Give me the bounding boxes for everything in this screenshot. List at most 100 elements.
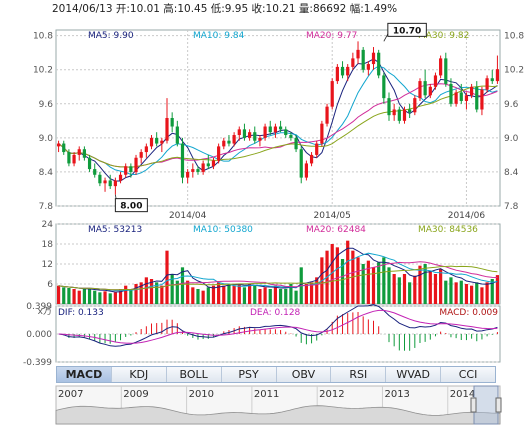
timeline-year-label: 2013 [384, 389, 409, 400]
candle-body [191, 169, 195, 172]
candle-body [423, 81, 427, 96]
volume-bar [340, 259, 345, 304]
candle-body [165, 118, 169, 141]
volume-bar [242, 287, 247, 304]
volume-bar [134, 284, 138, 304]
volume-bar [211, 285, 216, 304]
candle [397, 106, 401, 124]
candle [340, 61, 345, 79]
candle [134, 154, 138, 175]
volume-bar [56, 285, 61, 304]
candle-body [217, 146, 221, 161]
timeline-left-handle[interactable] [470, 397, 477, 413]
volume-bar [335, 247, 339, 304]
tab-psy[interactable]: PSY [221, 367, 277, 382]
candle [454, 89, 458, 107]
candle [67, 149, 71, 167]
candle [428, 83, 432, 99]
candle [278, 120, 283, 133]
volume-bar [402, 274, 407, 304]
price-annotation-box [387, 22, 427, 37]
tab-rsi[interactable]: RSI [331, 367, 387, 382]
candle-body [387, 98, 391, 116]
candle [299, 146, 303, 184]
candle [180, 137, 185, 184]
volume-bar [315, 277, 319, 304]
candle [289, 132, 293, 141]
price-tick-right: 10.2 [504, 66, 524, 76]
candle-body [253, 132, 257, 141]
candle [315, 140, 319, 158]
tab-macd[interactable]: MACD [57, 367, 112, 382]
candle-body [93, 169, 97, 175]
candle-body [149, 137, 154, 147]
timeline-range-selector [473, 385, 499, 425]
candle [449, 78, 453, 107]
volume-bar [62, 287, 66, 304]
volume-bar [103, 291, 107, 304]
tab-boll[interactable]: BOLL [166, 367, 222, 382]
candle-body [402, 109, 407, 121]
candle [139, 149, 143, 164]
volume-bar [196, 289, 200, 304]
candle-body [490, 78, 494, 82]
price-ma10-line [58, 65, 498, 175]
volume-bar [392, 274, 396, 304]
candle [144, 143, 148, 158]
volume-bar [418, 265, 422, 304]
candle-body [263, 126, 267, 138]
volume-bar [118, 289, 123, 304]
candle [444, 52, 448, 87]
date-tick: 2014/05 [314, 211, 351, 221]
volume-bar [495, 275, 500, 304]
candle-body [485, 78, 489, 90]
candle [294, 135, 298, 153]
candle-body [103, 180, 107, 184]
volume-bar [268, 289, 272, 304]
volume-bar [433, 274, 438, 304]
candle-body [366, 64, 370, 70]
candle [470, 83, 474, 99]
volume-bar [273, 285, 278, 304]
chart-header-quote: 2014/06/13 开:10.01 高:10.45 低:9.95 收:10.2… [52, 2, 397, 15]
candle-body [330, 81, 334, 107]
candle [387, 92, 391, 121]
volume-bar [186, 280, 190, 304]
volume-bar [82, 289, 86, 304]
volume-bar [217, 282, 221, 304]
volume-bar [439, 269, 443, 304]
candle [371, 47, 376, 70]
candle [439, 55, 443, 79]
volume-bar [124, 285, 128, 304]
price-legend-ma20: MA20: 9.77 [306, 31, 357, 41]
date-tick: 2014/06 [448, 211, 486, 221]
candle [284, 126, 288, 138]
tab-cci[interactable]: CCI [441, 367, 495, 382]
tab-obv[interactable]: OBV [276, 367, 332, 382]
candle [165, 98, 169, 144]
candle-body [248, 132, 252, 138]
candle-body [325, 106, 329, 124]
volume-bar [87, 288, 92, 304]
candle [98, 171, 102, 187]
tab-wvad[interactable]: WVAD [386, 367, 442, 382]
volume-bar [459, 280, 463, 304]
candle-body [227, 140, 231, 144]
candle-body [211, 160, 216, 167]
candle-body [180, 143, 185, 178]
volume-bar [139, 282, 143, 304]
candle-body [408, 109, 412, 113]
price-legend-ma5: MA5: 9.90 [88, 31, 134, 41]
timeline-year-label: 2007 [58, 389, 83, 400]
candle-body [464, 95, 469, 101]
tab-kdj[interactable]: KDJ [111, 367, 167, 382]
candle-body [273, 126, 278, 133]
candle-body [170, 118, 174, 127]
candle [227, 135, 231, 147]
volume-bar [149, 279, 154, 304]
volume-bar [98, 292, 102, 304]
timeline-right-handle[interactable] [495, 397, 502, 413]
candle-body [242, 129, 247, 138]
candle [72, 152, 76, 167]
